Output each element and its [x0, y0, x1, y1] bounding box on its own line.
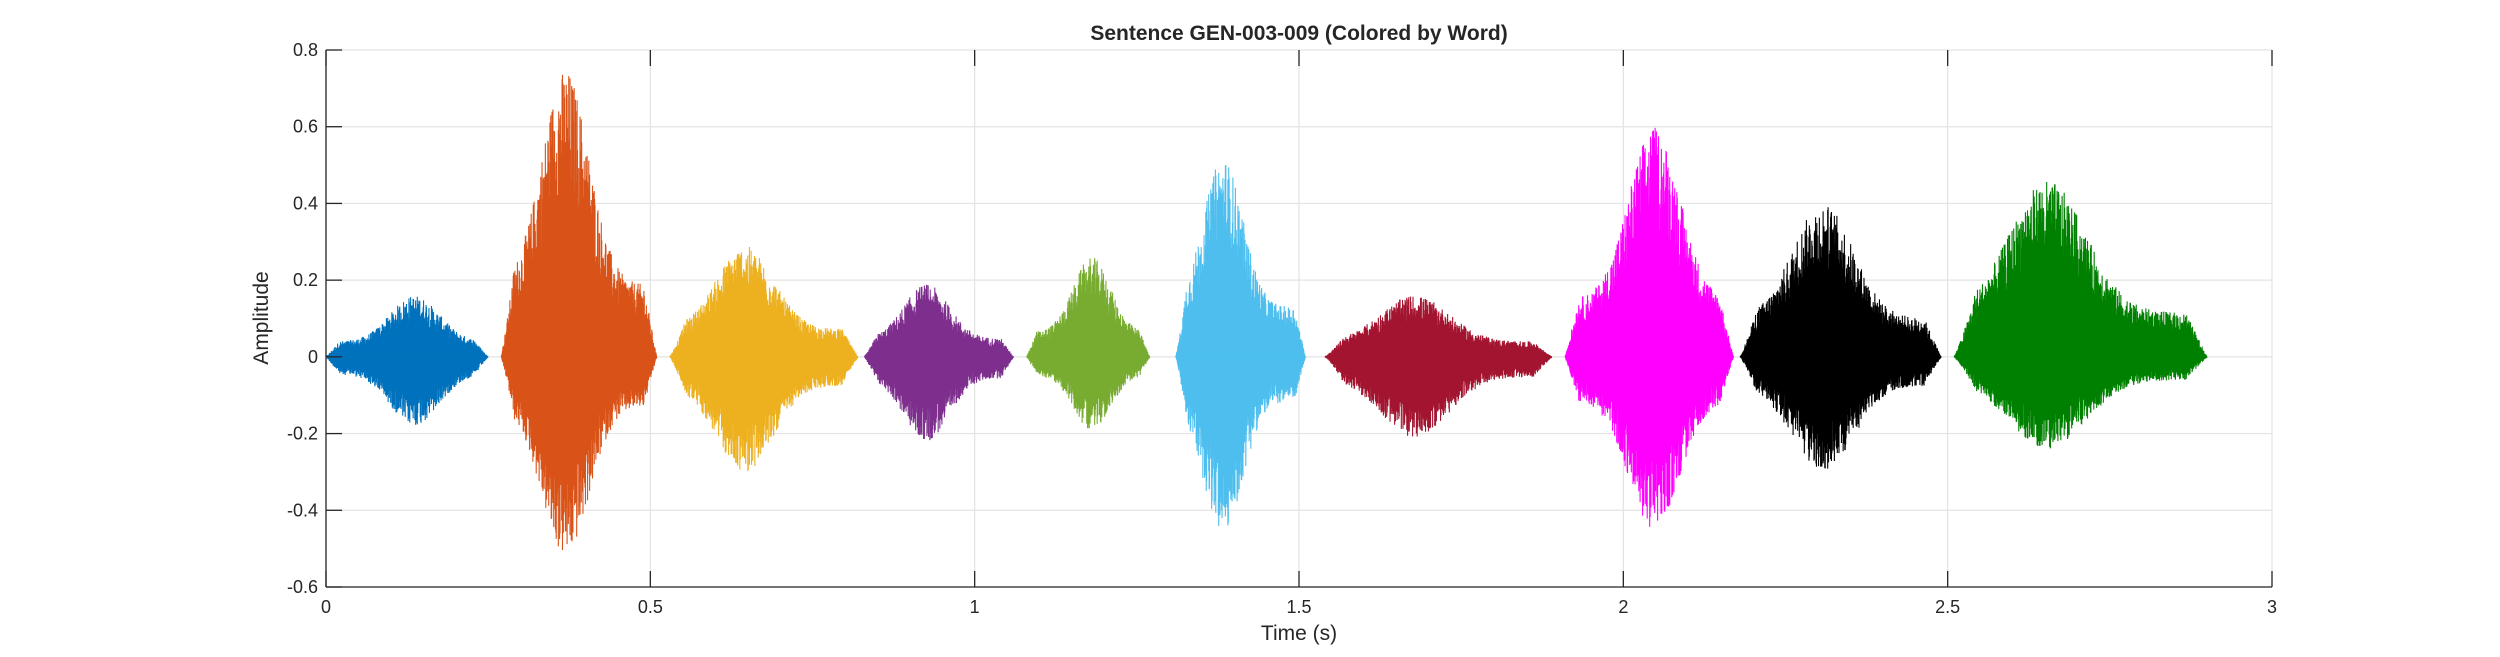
- waveform-word-5: [1026, 258, 1151, 429]
- y-axis-label: Amplitude: [250, 271, 273, 364]
- waveform-word-2: [500, 74, 658, 551]
- waveforms: [325, 74, 2208, 551]
- waveform-word-3: [669, 246, 859, 471]
- waveform-word-8: [1564, 127, 1735, 527]
- y-tick-label: 0.2: [293, 270, 318, 290]
- y-tick-label: 0.4: [293, 193, 318, 213]
- y-tick-label: 0: [308, 347, 318, 367]
- waveform-word-10: [1953, 181, 2208, 449]
- x-tick-label: 0: [321, 597, 331, 617]
- y-tick-label: 0.6: [293, 117, 318, 137]
- y-tick-label: -0.4: [287, 500, 318, 520]
- y-tick-label: -0.6: [287, 577, 318, 597]
- y-tick-label: -0.2: [287, 424, 318, 444]
- x-tick-label: 1.5: [1286, 597, 1311, 617]
- waveform-word-7: [1324, 296, 1553, 437]
- chart-title: Sentence GEN-003-009 (Colored by Word): [1090, 22, 1507, 45]
- x-tick-label: 0.5: [638, 597, 663, 617]
- x-tick-label: 3: [2267, 597, 2277, 617]
- waveform-word-6: [1175, 164, 1307, 527]
- x-tick-label: 2: [1618, 597, 1628, 617]
- waveform-word-9: [1739, 207, 1942, 469]
- waveform-word-4: [863, 284, 1015, 441]
- y-tick-label: 0.8: [293, 40, 318, 60]
- ticks: 0 0.5 1 1.5 2 2.5 3 -0.6 -0.4 -0.2 0 0.2 0.4 0.6 0.8: [287, 40, 2277, 617]
- x-tick-label: 1: [970, 597, 980, 617]
- x-tick-label: 2.5: [1935, 597, 1960, 617]
- x-axis-label: Time (s): [1261, 622, 1337, 645]
